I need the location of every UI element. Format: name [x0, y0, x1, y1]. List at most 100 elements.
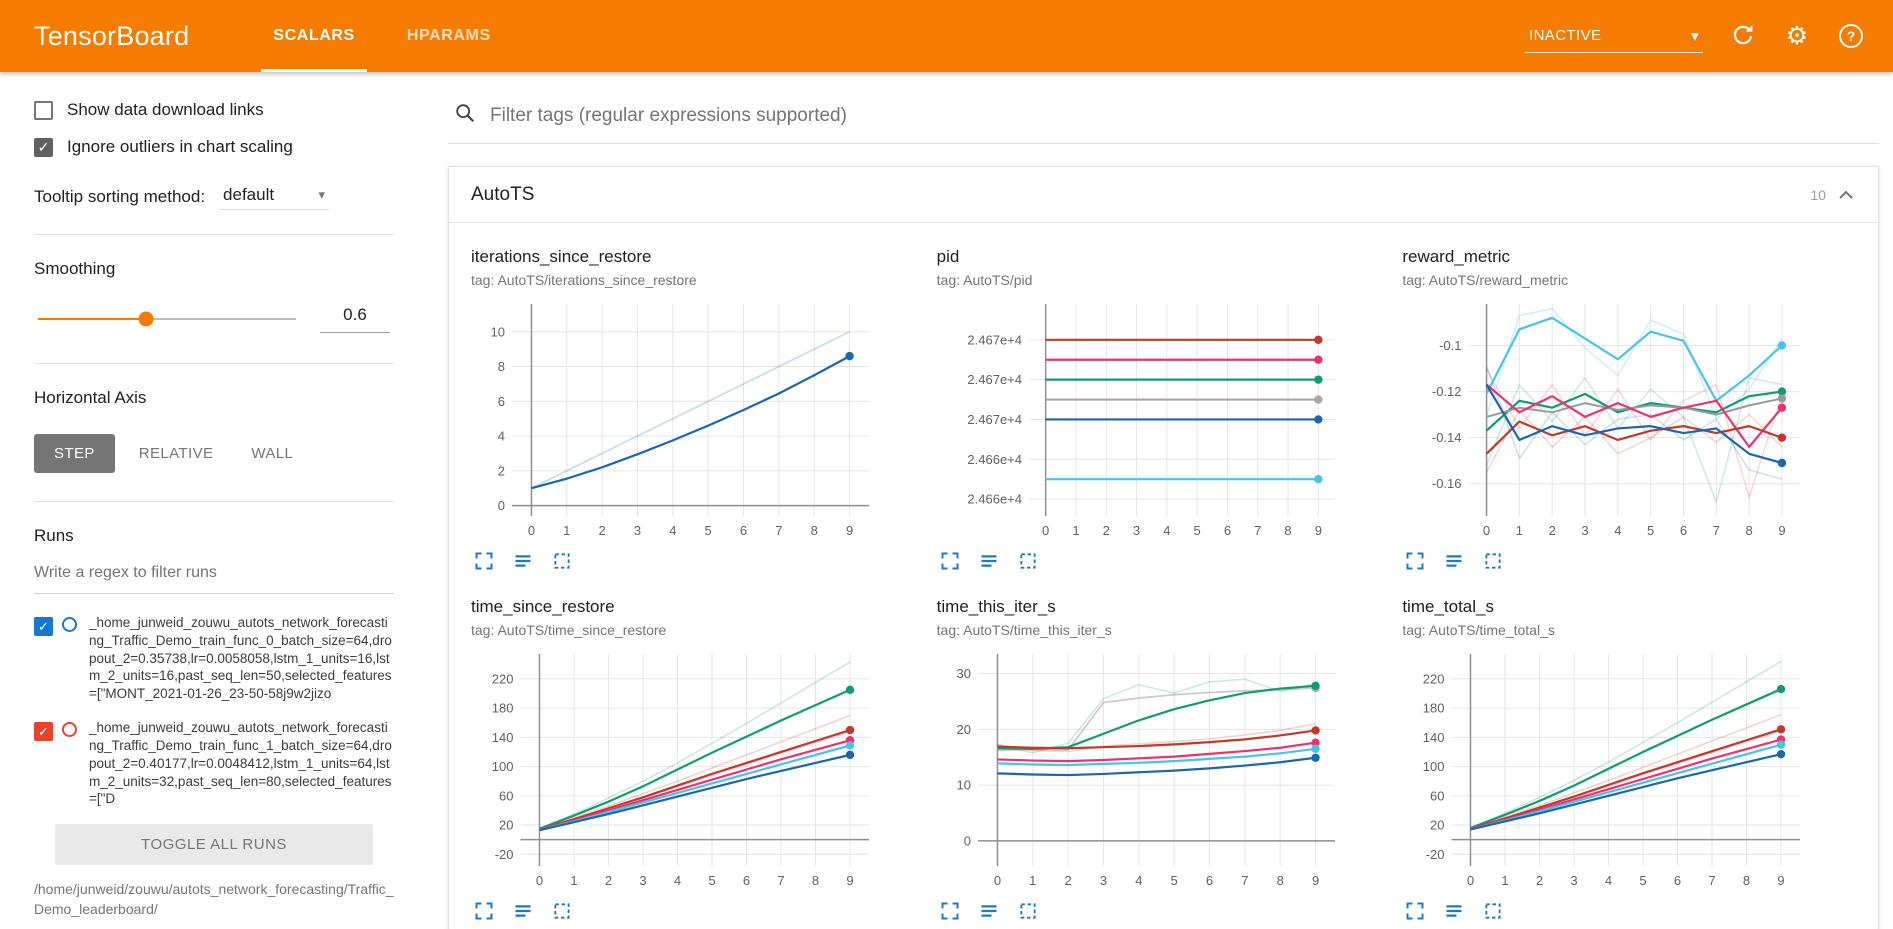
- svg-text:1: 1: [563, 523, 570, 538]
- svg-text:60: 60: [499, 788, 513, 803]
- fit-domain-icon[interactable]: [552, 551, 572, 571]
- expand-chart-icon[interactable]: [474, 551, 494, 571]
- runs-regex-input[interactable]: [34, 560, 394, 594]
- data-status-select[interactable]: INACTIVE ▾: [1525, 20, 1703, 53]
- slider-thumb[interactable]: [138, 311, 154, 327]
- fit-domain-icon[interactable]: [1483, 901, 1503, 921]
- run-selector-icon[interactable]: [513, 901, 533, 921]
- svg-text:4: 4: [674, 873, 681, 888]
- svg-text:4: 4: [1135, 873, 1142, 888]
- svg-text:2: 2: [1536, 873, 1543, 888]
- svg-text:7: 7: [775, 523, 782, 538]
- fit-domain-icon[interactable]: [1483, 551, 1503, 571]
- chart-card: pid tag: AutoTS/pid 0 1 2 3 4 5 6 7 8 9 2.467e+4 2.46…: [937, 247, 1403, 571]
- svg-text:3: 3: [1571, 873, 1578, 888]
- svg-text:5: 5: [1193, 523, 1200, 538]
- svg-text:0: 0: [993, 873, 1000, 888]
- svg-text:8: 8: [498, 359, 505, 374]
- chart-plot[interactable]: 0 1 2 3 4 5 6 7 8 9 -20 20 60 100 140 180 220: [471, 644, 881, 896]
- run-checkbox[interactable]: ✓: [34, 617, 53, 636]
- svg-text:6: 6: [498, 394, 505, 409]
- svg-text:100: 100: [1423, 759, 1445, 774]
- chart-title: reward_metric: [1402, 247, 1511, 266]
- run-item: ✓ _home_junweid_zouwu_autots_network_fore…: [34, 614, 394, 703]
- chart-title: time_total_s: [1402, 597, 1494, 616]
- chart-plot[interactable]: 0 1 2 3 4 5 6 7 8 9 -20 20 60 100 140 180 220: [1402, 644, 1812, 896]
- fit-domain-icon[interactable]: [1018, 551, 1038, 571]
- svg-text:0: 0: [1467, 873, 1474, 888]
- expand-chart-icon[interactable]: [940, 901, 960, 921]
- axis-button-wall[interactable]: WALL: [237, 434, 307, 473]
- expand-chart-icon[interactable]: [940, 551, 960, 571]
- autots-section-header[interactable]: AutoTS 10: [449, 167, 1878, 223]
- chevron-up-icon[interactable]: [1838, 187, 1854, 203]
- svg-text:6: 6: [1680, 523, 1687, 538]
- checkbox[interactable]: [34, 100, 53, 120]
- svg-text:4: 4: [498, 429, 505, 444]
- chart-plot[interactable]: 0 1 2 3 4 5 6 7 8 9 0 10 20 30: [937, 644, 1347, 896]
- run-selector-icon[interactable]: [513, 551, 533, 571]
- chart-options-checkboxes: Show data download links ✓ Ignore outliers…: [34, 100, 394, 157]
- svg-text:8: 8: [1284, 523, 1291, 538]
- smoothing-slider[interactable]: [38, 311, 296, 327]
- fit-domain-icon[interactable]: [552, 901, 572, 921]
- slider-fill: [38, 318, 147, 320]
- chart-tag: tag: AutoTS/time_this_iter_s: [936, 622, 1112, 638]
- expand-chart-icon[interactable]: [1405, 551, 1425, 571]
- chart-plot[interactable]: 0 1 2 3 4 5 6 7 8 9 2.467e+4 2.467e+4 2.467e+4 2.466e…: [937, 294, 1347, 546]
- chart-toolbar: [937, 551, 1403, 571]
- search-icon: [454, 102, 476, 129]
- svg-text:9: 9: [1312, 873, 1319, 888]
- run-selector-icon[interactable]: [1444, 901, 1464, 921]
- divider: [34, 501, 394, 502]
- run-name: _home_junweid_zouwu_autots_network_forec…: [89, 720, 392, 807]
- svg-text:7: 7: [1241, 873, 1248, 888]
- svg-text:1: 1: [1516, 523, 1523, 538]
- settings-sidebar: Show data download links ✓ Ignore outliers…: [0, 72, 420, 929]
- svg-text:6: 6: [743, 873, 750, 888]
- svg-text:6: 6: [1206, 873, 1213, 888]
- svg-text:180: 180: [492, 701, 514, 716]
- svg-text:8: 8: [1743, 873, 1750, 888]
- tag-filter-input[interactable]: [490, 104, 1873, 127]
- run-solo-radio[interactable]: [62, 722, 77, 738]
- data-status-value: INACTIVE: [1529, 27, 1602, 44]
- svg-text:8: 8: [811, 523, 818, 538]
- app-header: TensorBoard SCALARS HPARAMS INACTIVE ▾ ⚙…: [0, 0, 1893, 72]
- checkbox-label: Show data download links: [67, 100, 264, 119]
- help-icon[interactable]: ?: [1837, 22, 1865, 50]
- section-meta: 10: [1810, 187, 1854, 203]
- axis-button-step[interactable]: STEP: [34, 434, 115, 473]
- run-solo-radio[interactable]: [62, 617, 77, 632]
- tab-hparams[interactable]: HPARAMS: [406, 27, 491, 44]
- chart-title: time_since_restore: [471, 597, 615, 616]
- chart-card: time_this_iter_s tag: AutoTS/time_this_it…: [937, 597, 1403, 921]
- svg-text:-0.14: -0.14: [1432, 430, 1462, 445]
- fit-domain-icon[interactable]: [1018, 901, 1038, 921]
- expand-chart-icon[interactable]: [1405, 901, 1425, 921]
- chart-plot[interactable]: 0 1 2 3 4 5 6 7 8 9 -0.1 -0.12 -0.14 -0.16: [1402, 294, 1812, 546]
- help-question-mark: ?: [1839, 24, 1863, 48]
- tooltip-sorting-select[interactable]: default ▾: [219, 183, 330, 210]
- run-selector-icon[interactable]: [1444, 551, 1464, 571]
- smoothing-value-input[interactable]: 0.6: [320, 305, 390, 333]
- tab-scalars[interactable]: SCALARS: [247, 0, 381, 72]
- svg-text:2: 2: [1549, 523, 1556, 538]
- chart-plot[interactable]: 0 1 2 3 4 5 6 7 8 9 0 2 4 6 8 10: [471, 294, 881, 546]
- run-selector-icon[interactable]: [979, 901, 999, 921]
- axis-button-relative[interactable]: RELATIVE: [125, 434, 228, 473]
- svg-text:2.466e+4: 2.466e+4: [967, 452, 1022, 467]
- toggle-all-runs-button[interactable]: TOGGLE ALL RUNS: [55, 824, 373, 866]
- run-selector-icon[interactable]: [979, 551, 999, 571]
- svg-text:220: 220: [492, 671, 514, 686]
- svg-text:1: 1: [1502, 873, 1509, 888]
- checkbox[interactable]: ✓: [34, 137, 53, 157]
- refresh-icon[interactable]: [1729, 22, 1757, 50]
- section-title: AutoTS: [471, 183, 535, 205]
- expand-chart-icon[interactable]: [474, 901, 494, 921]
- horizontal-axis-label: Horizontal Axis: [34, 388, 147, 407]
- settings-gear-icon[interactable]: ⚙: [1785, 21, 1809, 50]
- checkbox-row: Show data download links: [34, 100, 394, 120]
- run-checkbox[interactable]: ✓: [34, 722, 53, 742]
- svg-text:3: 3: [1133, 523, 1140, 538]
